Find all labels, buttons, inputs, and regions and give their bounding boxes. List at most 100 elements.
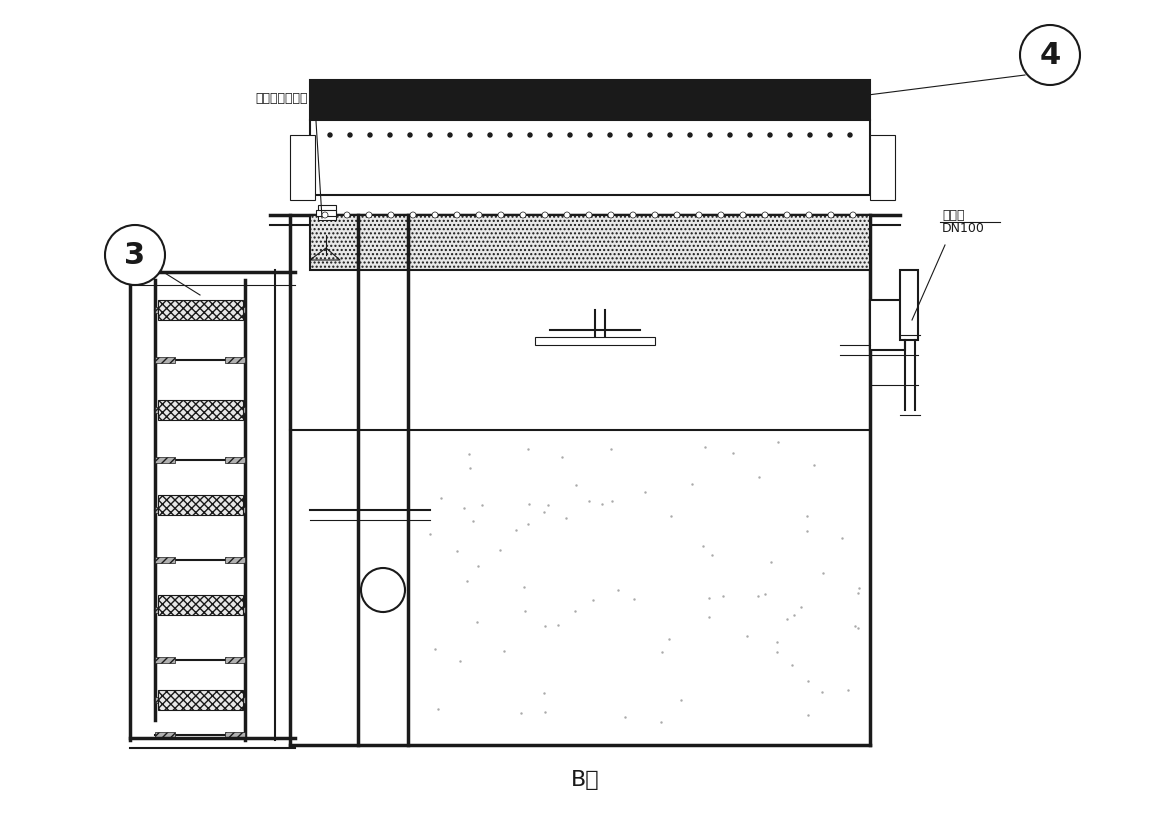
Circle shape bbox=[615, 153, 620, 157]
Bar bbox=[225, 607, 245, 613]
Bar bbox=[310, 80, 870, 120]
Bar bbox=[225, 557, 245, 563]
Circle shape bbox=[652, 212, 658, 218]
Circle shape bbox=[400, 153, 404, 157]
Circle shape bbox=[508, 153, 512, 157]
Circle shape bbox=[789, 133, 792, 137]
Circle shape bbox=[724, 153, 728, 157]
Bar bbox=[225, 507, 245, 513]
Circle shape bbox=[706, 153, 710, 157]
Bar bbox=[900, 270, 918, 340]
Circle shape bbox=[814, 153, 818, 157]
Text: 液位调节器组合: 液位调节器组合 bbox=[255, 92, 308, 105]
Circle shape bbox=[488, 133, 493, 137]
Bar bbox=[870, 135, 895, 200]
Circle shape bbox=[696, 212, 702, 218]
Text: B向: B向 bbox=[571, 770, 599, 790]
Circle shape bbox=[344, 212, 350, 218]
Bar bbox=[225, 307, 245, 313]
Bar bbox=[154, 657, 175, 663]
Circle shape bbox=[1020, 25, 1080, 85]
Bar bbox=[154, 307, 175, 313]
Bar bbox=[225, 657, 245, 663]
Circle shape bbox=[784, 212, 790, 218]
Circle shape bbox=[567, 133, 572, 137]
Bar bbox=[158, 690, 243, 710]
Circle shape bbox=[328, 133, 332, 137]
Circle shape bbox=[490, 153, 494, 157]
Bar bbox=[225, 457, 245, 463]
Circle shape bbox=[436, 153, 440, 157]
Circle shape bbox=[806, 212, 812, 218]
Circle shape bbox=[542, 212, 548, 218]
Bar bbox=[154, 457, 175, 463]
Circle shape bbox=[796, 153, 800, 157]
Circle shape bbox=[778, 153, 782, 157]
Bar bbox=[158, 595, 243, 615]
Circle shape bbox=[580, 153, 584, 157]
Circle shape bbox=[346, 153, 350, 157]
Circle shape bbox=[498, 212, 504, 218]
Circle shape bbox=[768, 133, 772, 137]
Circle shape bbox=[634, 153, 638, 157]
Circle shape bbox=[347, 133, 352, 137]
Text: 出泥口: 出泥口 bbox=[942, 208, 964, 221]
Circle shape bbox=[589, 133, 592, 137]
Bar bbox=[535, 337, 655, 345]
Bar bbox=[158, 495, 243, 515]
Circle shape bbox=[322, 212, 328, 218]
Circle shape bbox=[598, 153, 603, 157]
Circle shape bbox=[748, 133, 752, 137]
Circle shape bbox=[548, 133, 552, 137]
Circle shape bbox=[670, 153, 674, 157]
Bar bbox=[225, 732, 245, 738]
Bar bbox=[154, 357, 175, 363]
Circle shape bbox=[454, 212, 460, 218]
Circle shape bbox=[762, 212, 768, 218]
Circle shape bbox=[688, 153, 691, 157]
Circle shape bbox=[828, 212, 834, 218]
Circle shape bbox=[328, 153, 332, 157]
Circle shape bbox=[718, 212, 724, 218]
Circle shape bbox=[688, 133, 691, 137]
Circle shape bbox=[586, 212, 592, 218]
Circle shape bbox=[428, 133, 432, 137]
Circle shape bbox=[105, 225, 165, 285]
Bar bbox=[318, 205, 336, 220]
Bar bbox=[310, 215, 870, 270]
Circle shape bbox=[448, 133, 452, 137]
Bar bbox=[154, 557, 175, 563]
Bar bbox=[225, 697, 245, 703]
Circle shape bbox=[648, 133, 652, 137]
Circle shape bbox=[708, 133, 713, 137]
Circle shape bbox=[519, 212, 526, 218]
Circle shape bbox=[388, 133, 392, 137]
Circle shape bbox=[652, 153, 656, 157]
Text: 4: 4 bbox=[1039, 41, 1061, 69]
Circle shape bbox=[526, 153, 530, 157]
Circle shape bbox=[362, 568, 405, 612]
Circle shape bbox=[629, 212, 636, 218]
Circle shape bbox=[408, 133, 412, 137]
Circle shape bbox=[808, 133, 812, 137]
Circle shape bbox=[366, 212, 372, 218]
Circle shape bbox=[848, 133, 852, 137]
Circle shape bbox=[608, 133, 612, 137]
Bar bbox=[154, 732, 175, 738]
Bar bbox=[870, 300, 906, 350]
Bar bbox=[225, 357, 245, 363]
Circle shape bbox=[668, 133, 672, 137]
Circle shape bbox=[849, 153, 854, 157]
Circle shape bbox=[364, 153, 369, 157]
Circle shape bbox=[562, 153, 566, 157]
Bar bbox=[154, 407, 175, 413]
Circle shape bbox=[468, 133, 472, 137]
Circle shape bbox=[674, 212, 680, 218]
Bar bbox=[154, 607, 175, 613]
Circle shape bbox=[410, 212, 417, 218]
Circle shape bbox=[739, 212, 746, 218]
Circle shape bbox=[432, 212, 438, 218]
Circle shape bbox=[476, 212, 482, 218]
Circle shape bbox=[418, 153, 422, 157]
Bar bbox=[158, 400, 243, 420]
